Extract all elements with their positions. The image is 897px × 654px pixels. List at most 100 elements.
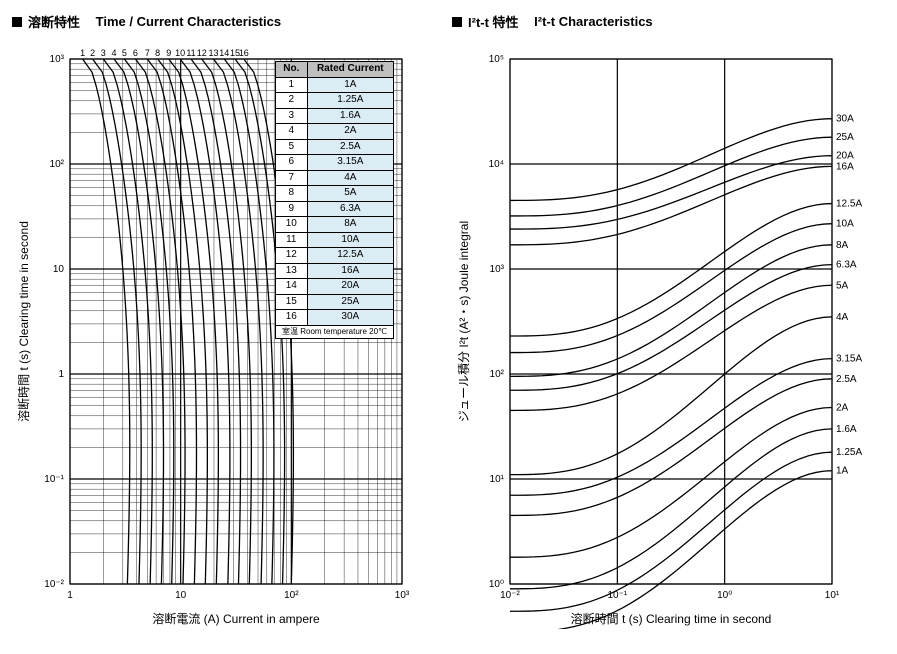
svg-text:1: 1 xyxy=(80,48,85,58)
legend-rated: 20A xyxy=(307,279,393,295)
svg-text:溶断時間 t (s) Clearing time in s: 溶断時間 t (s) Clearing time in second xyxy=(571,611,772,626)
svg-text:30A: 30A xyxy=(836,114,854,125)
legend-rated: 10A xyxy=(307,232,393,248)
svg-text:13: 13 xyxy=(208,48,218,58)
svg-text:10⁰: 10⁰ xyxy=(489,579,504,590)
legend-rated: 1.25A xyxy=(307,93,393,109)
svg-text:10²: 10² xyxy=(490,369,505,380)
legend-no: 7 xyxy=(276,170,308,186)
legend-no: 6 xyxy=(276,155,308,171)
svg-text:10: 10 xyxy=(53,264,65,275)
svg-text:10³: 10³ xyxy=(395,590,410,601)
svg-text:8A: 8A xyxy=(836,240,849,251)
svg-text:12.5A: 12.5A xyxy=(836,199,862,210)
svg-text:1: 1 xyxy=(67,590,73,601)
svg-text:7: 7 xyxy=(145,48,150,58)
legend-header-rated: Rated Current xyxy=(307,62,393,78)
svg-text:1.6A: 1.6A xyxy=(836,424,857,435)
svg-text:4: 4 xyxy=(112,48,117,58)
legend-no: 4 xyxy=(276,124,308,140)
svg-text:6: 6 xyxy=(133,48,138,58)
left-title-jp: 溶断特性 xyxy=(28,12,80,31)
svg-text:25A: 25A xyxy=(836,132,854,143)
svg-text:1: 1 xyxy=(58,369,64,380)
svg-text:10⁻²: 10⁻² xyxy=(44,579,64,590)
legend-no: 14 xyxy=(276,279,308,295)
legend-no: 13 xyxy=(276,263,308,279)
right-title: I²t-t 特性 I²t-t Characteristics xyxy=(452,12,882,31)
svg-text:5: 5 xyxy=(122,48,127,58)
right-title-jp: I²t-t 特性 xyxy=(468,12,519,31)
legend-rated: 2A xyxy=(307,124,393,140)
legend-rated: 8A xyxy=(307,217,393,233)
svg-text:10⁰: 10⁰ xyxy=(717,590,732,601)
legend-no: 8 xyxy=(276,186,308,202)
svg-text:ジュール積分 I²t (A²・s) Joule integr: ジュール積分 I²t (A²・s) Joule integral xyxy=(456,221,471,422)
legend-no: 9 xyxy=(276,201,308,217)
svg-text:10³: 10³ xyxy=(50,54,65,65)
svg-text:4A: 4A xyxy=(836,312,849,323)
svg-text:6.3A: 6.3A xyxy=(836,260,857,271)
legend-rated: 6.3A xyxy=(307,201,393,217)
svg-text:9: 9 xyxy=(166,48,171,58)
svg-text:2.5A: 2.5A xyxy=(836,374,857,385)
svg-text:2: 2 xyxy=(90,48,95,58)
svg-text:10³: 10³ xyxy=(490,264,505,275)
svg-text:2A: 2A xyxy=(836,402,849,413)
svg-text:溶断時間 t (s) Clearing time in s: 溶断時間 t (s) Clearing time in second xyxy=(16,221,31,422)
legend-header-no: No. xyxy=(276,62,308,78)
svg-text:1.25A: 1.25A xyxy=(836,447,862,458)
right-chart: 10⁻² 10⁻¹ 10⁰ 10¹ 10⁰ 10¹ 10² 10³ 10⁴ 10⁵ 1A 1.25A 1… xyxy=(452,39,882,629)
svg-text:10⁴: 10⁴ xyxy=(489,159,504,170)
svg-text:10⁻¹: 10⁻¹ xyxy=(44,474,64,485)
svg-text:8: 8 xyxy=(155,48,160,58)
svg-text:10¹: 10¹ xyxy=(825,590,840,601)
svg-text:14: 14 xyxy=(219,48,229,58)
svg-text:3.15A: 3.15A xyxy=(836,354,862,365)
svg-text:20A: 20A xyxy=(836,151,854,162)
legend-table: No. Rated Current 11A21.25A31.6A42A52.5A… xyxy=(275,61,394,339)
legend-no: 16 xyxy=(276,310,308,326)
bullet-icon xyxy=(452,17,462,27)
svg-text:10⁻²: 10⁻² xyxy=(500,590,520,601)
page: 溶断特性 Time / Current Characteristics 1101… xyxy=(12,12,885,629)
svg-text:10²: 10² xyxy=(284,590,299,601)
legend-rated: 3.15A xyxy=(307,155,393,171)
svg-text:10: 10 xyxy=(175,48,185,58)
legend-rated: 30A xyxy=(307,310,393,326)
right-title-en: I²t-t Characteristics xyxy=(534,14,652,29)
svg-text:溶断電流 (A) Current in ampere: 溶断電流 (A) Current in ampere xyxy=(152,611,320,626)
legend-rated: 16A xyxy=(307,263,393,279)
svg-text:10¹: 10¹ xyxy=(490,474,505,485)
svg-text:1A: 1A xyxy=(836,466,849,477)
legend-no: 10 xyxy=(276,217,308,233)
svg-text:11: 11 xyxy=(186,48,195,58)
svg-text:5A: 5A xyxy=(836,280,849,291)
bullet-icon xyxy=(12,17,22,27)
legend-rated: 2.5A xyxy=(307,139,393,155)
legend-footnote: 室温 Room temperature 20℃ xyxy=(276,325,394,338)
svg-text:10: 10 xyxy=(175,590,187,601)
left-panel: 溶断特性 Time / Current Characteristics 1101… xyxy=(12,12,422,629)
legend-rated: 1A xyxy=(307,77,393,93)
legend-no: 12 xyxy=(276,248,308,264)
svg-text:16: 16 xyxy=(239,48,249,58)
legend-no: 11 xyxy=(276,232,308,248)
svg-text:10⁵: 10⁵ xyxy=(489,54,504,65)
right-chart-wrap: 10⁻² 10⁻¹ 10⁰ 10¹ 10⁰ 10¹ 10² 10³ 10⁴ 10⁵ 1A 1.25A 1… xyxy=(452,39,882,629)
svg-text:12: 12 xyxy=(197,48,207,58)
legend-rated: 5A xyxy=(307,186,393,202)
svg-text:10²: 10² xyxy=(50,159,65,170)
legend-rated: 12.5A xyxy=(307,248,393,264)
svg-text:10⁻¹: 10⁻¹ xyxy=(607,590,627,601)
legend-rated: 25A xyxy=(307,294,393,310)
legend-rated: 1.6A xyxy=(307,108,393,124)
legend-no: 2 xyxy=(276,93,308,109)
left-chart-wrap: 11010²10³10⁻²10⁻¹11010²10³12345678910111… xyxy=(12,39,422,629)
legend-no: 1 xyxy=(276,77,308,93)
left-title-en: Time / Current Characteristics xyxy=(96,14,281,29)
svg-text:16A: 16A xyxy=(836,161,854,172)
legend-no: 3 xyxy=(276,108,308,124)
svg-text:10A: 10A xyxy=(836,219,854,230)
legend-rated: 4A xyxy=(307,170,393,186)
